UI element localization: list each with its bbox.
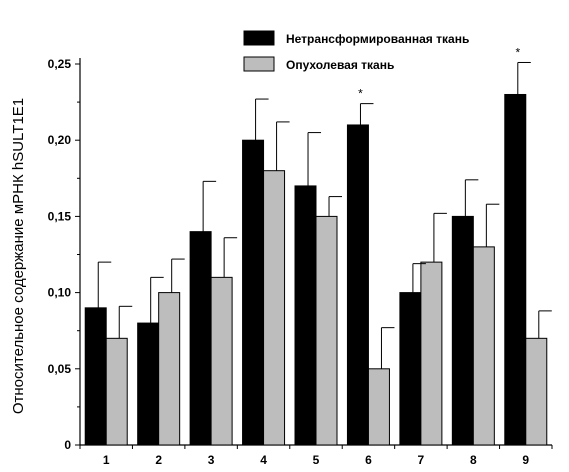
y-axis-title: Относительное содержание мРНК hSULT1E1 <box>10 98 27 414</box>
legend-label-tumor: Опухолевая ткань <box>286 58 394 72</box>
y-tick-label: 0,25 <box>48 57 72 71</box>
y-tick-label: 0,20 <box>48 133 72 147</box>
x-tick-label: 6 <box>365 453 372 467</box>
x-tick-label: 1 <box>103 453 110 467</box>
y-tick-label: 0,05 <box>48 362 72 376</box>
bars-group <box>84 93 548 446</box>
bar-normal-6 <box>346 124 369 446</box>
bar-tumor-9 <box>525 337 548 446</box>
x-tick-label: 8 <box>470 453 477 467</box>
significance-asterisk: * <box>515 45 520 59</box>
x-axis: 1 2 3 4 5 6 7 8 9 <box>79 444 553 467</box>
x-tick-label: 5 <box>313 453 320 467</box>
bar-tumor-7 <box>420 261 443 446</box>
bar-normal-4 <box>242 139 265 446</box>
significance-asterisk: * <box>358 87 363 101</box>
bar-normal-7 <box>399 292 422 446</box>
x-tick-label: 2 <box>155 453 162 467</box>
error-bars-group <box>97 61 552 369</box>
legend-swatch-normal <box>243 30 275 46</box>
bar-tumor-3 <box>210 276 233 446</box>
bar-tumor-8 <box>472 246 495 446</box>
x-tick-label: 7 <box>418 453 425 467</box>
legend: Нетрансформированная ткань Опухолевая тка… <box>243 30 469 72</box>
bar-tumor-4 <box>263 170 286 446</box>
bar-normal-8 <box>451 215 474 446</box>
bar-normal-2 <box>137 322 160 446</box>
bar-normal-5 <box>294 185 317 446</box>
legend-swatch-tumor <box>243 56 275 72</box>
y-tick-label: 0 <box>64 438 71 452</box>
bar-normal-3 <box>189 231 212 446</box>
y-tick-label: 0,10 <box>48 286 72 300</box>
legend-label-normal: Нетрансформированная ткань <box>286 32 469 46</box>
bar-normal-1 <box>84 307 107 446</box>
bar-tumor-5 <box>315 215 338 446</box>
bar-tumor-2 <box>158 292 181 446</box>
bar-tumor-6 <box>367 368 390 446</box>
annotations-group: ** <box>358 45 520 100</box>
y-axis: 0 0,05 0,10 0,15 0,20 0,25 <box>48 57 81 452</box>
x-tick-label: 3 <box>208 453 215 467</box>
x-tick-label: 4 <box>260 453 267 467</box>
y-tick-label: 0,15 <box>48 209 72 223</box>
bar-tumor-1 <box>105 337 128 446</box>
bar-normal-9 <box>504 93 527 446</box>
x-tick-label: 9 <box>522 453 529 467</box>
